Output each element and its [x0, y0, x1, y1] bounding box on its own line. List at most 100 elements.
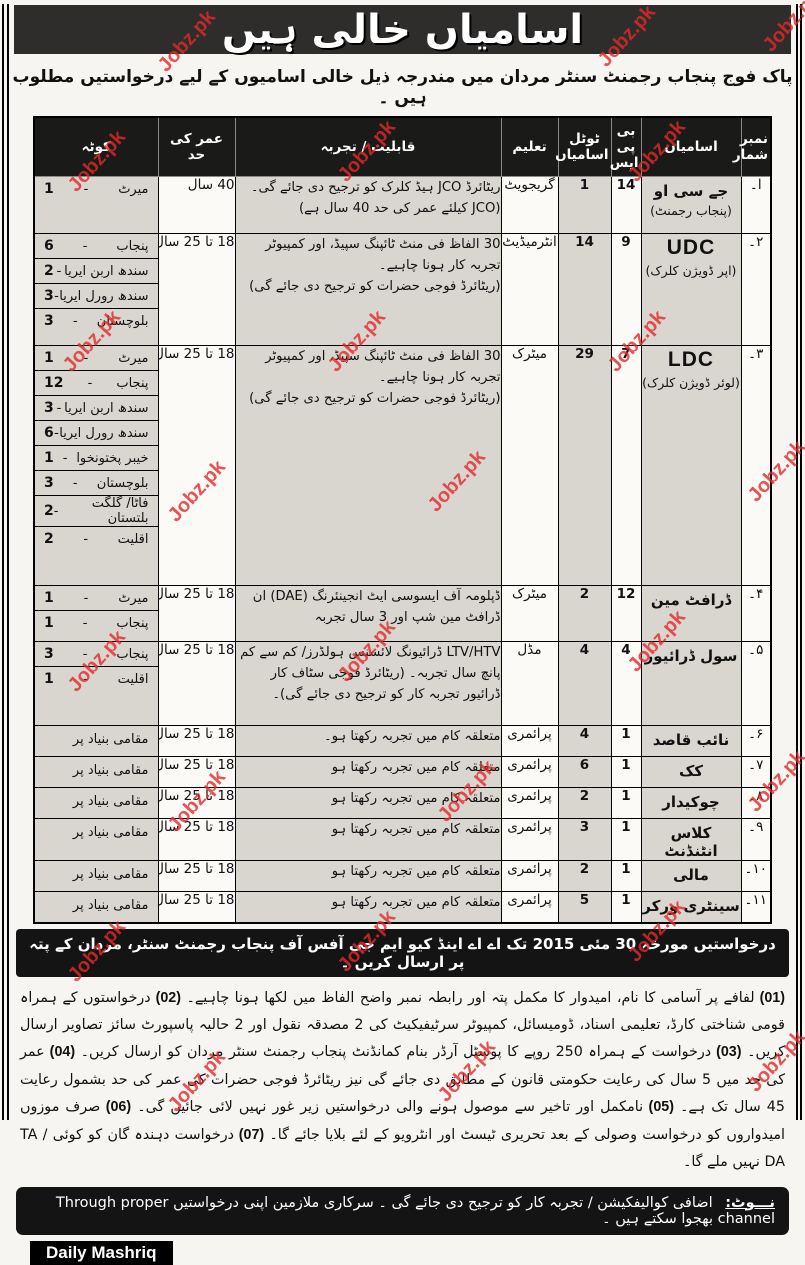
note-number: (03): [711, 1044, 742, 1061]
cell-quota: میرٹ -1 پنجاب -12 سندھ اربن ایریا -3 سندھ رورل…: [33, 345, 159, 586]
qualification-line: متعلقہ کام میں تجربہ رکھتا ہو: [331, 760, 501, 775]
cell-qualification: 30 الفاظ فی منٹ ٹائپنگ سپیڈ، اور کمپیوٹر…: [234, 345, 502, 586]
quota-region-name: پنجاب: [116, 375, 149, 391]
table-header-row: نمبر شمار اسامیاں بی پی ایس ٹوٹل اسامیاں تعل…: [33, 116, 772, 177]
quota-label: مقامی بنیاد پر: [72, 732, 149, 747]
quota-item: میرٹ - 1: [35, 178, 157, 202]
qualification-line: 30 الفاظ فی منٹ ٹائپنگ سپیڈ، اور کمپیوٹر…: [265, 349, 501, 386]
quota-list: پنجاب -6 سندھ اربن ایریا -2 سندھ رورل ایریا -…: [35, 235, 157, 334]
cell-education: پرائمری: [500, 756, 559, 788]
quota-label: مقامی بنیاد پر: [72, 867, 149, 882]
quota-item: پنجاب - 1: [35, 611, 157, 635]
quota-dash: -: [83, 531, 89, 547]
cell-education: پرائمری: [500, 891, 559, 923]
quota-value: 2: [44, 263, 54, 279]
cell-bps: 4: [610, 641, 642, 726]
quota-value: 12: [44, 375, 64, 391]
cell-serial: ۸۔: [740, 787, 772, 819]
column-header-qualification: قابلیت / تجربہ: [234, 116, 502, 177]
cell-quota: مقامی بنیاد پر: [33, 725, 159, 757]
cell-serial: ۱۱۔: [740, 891, 772, 923]
note-bar-label: نـــوٹ:: [725, 1194, 775, 1211]
quota-item: اقلیت - 1: [35, 667, 157, 691]
table-body: ا۔ جے سی او (پنجاب رجمنٹ) 14 1 گریجویٹ ریٹائرڈ…: [33, 176, 772, 923]
cell-position: کک: [640, 756, 742, 788]
quota-region-name: بلوچستان: [96, 475, 149, 491]
quota-item: سندھ رورل ایریا -6: [35, 421, 157, 446]
position-name: چوکیدار: [662, 793, 720, 811]
cell-quota: مقامی بنیاد پر: [33, 891, 159, 923]
position-subtitle: (لوئر ڈویژن کلرک): [642, 375, 740, 390]
deadline-bar: درخواستیں مورخہ 30 مئی 2015 تک اے اے این…: [16, 928, 789, 977]
quota-label: مقامی بنیاد پر: [72, 794, 149, 809]
table-row: ۹۔ کلاس انٹنڈنٹ 1 3 پرائمری متعلقہ کام میں تج…: [33, 818, 772, 861]
cell-position: سول ڈرائیور: [640, 641, 742, 726]
column-header-position: اسامیاں: [640, 116, 742, 177]
quota-value: 1: [44, 350, 54, 366]
quota-value: 6: [44, 238, 54, 254]
table-head: نمبر شمار اسامیاں بی پی ایس ٹوٹل اسامیاں تعل…: [33, 116, 772, 177]
quota-label: مقامی بنیاد پر: [72, 825, 149, 840]
quota-region-name: اقلیت: [117, 531, 149, 547]
cell-quota: مقامی بنیاد پر: [33, 860, 159, 892]
quota-list: میرٹ - 1 پنجاب - 1: [35, 587, 157, 636]
note-number: (01): [754, 989, 785, 1006]
column-header-quota: کوٹہ: [33, 116, 159, 177]
note-number: (02): [150, 989, 182, 1006]
quota-dash: -: [53, 503, 59, 519]
position-name: کلاس انٹنڈنٹ: [664, 824, 718, 860]
note-number: (04): [44, 1044, 76, 1061]
cell-age-limit: 18 تا 25 سال: [157, 233, 236, 346]
position-name: سول ڈرائیور: [644, 647, 738, 665]
cell-education: میٹرک: [500, 585, 559, 642]
page-frame-border: [2, 4, 802, 1120]
table-row: ۲۔ UDC (اپر ڈویژن کلرک) 9 14 انٹرمیڈیٹ 30 الفا…: [33, 233, 772, 346]
cell-qualification: متعلقہ کام میں تجربہ رکھتا ہو: [234, 756, 502, 788]
quota-dash: -: [72, 475, 78, 491]
quota-dash: -: [54, 425, 59, 441]
quota-list: پنجاب - 3 اقلیت - 1: [35, 643, 157, 692]
quota-dash: -: [82, 646, 88, 662]
cell-age-limit: 18 تا 25 سال: [157, 818, 236, 861]
column-header-total: ٹوٹل اسامیاں: [555, 116, 612, 177]
quota-value: 1: [44, 590, 54, 606]
note-number: (05): [643, 1099, 674, 1116]
quota-dash: -: [83, 590, 89, 606]
note-text: لفافے پر آسامی کا نام، امیدوار کا مکمل پ…: [181, 989, 755, 1006]
note-text: نامکمل اور تاخیر سے موصول ہونے والی درخو…: [131, 1099, 644, 1116]
quota-value: 3: [44, 646, 54, 662]
quota-dash: -: [83, 181, 89, 197]
cell-serial: ۴۔: [740, 585, 772, 642]
cell-education: گریجویٹ: [500, 176, 559, 234]
cell-position: جے سی او (پنجاب رجمنٹ): [640, 176, 742, 234]
quota-item: سندھ اربن ایریا -3: [35, 396, 157, 421]
cell-position: سینٹری ورکر: [640, 891, 742, 923]
quota-value: 1: [44, 181, 54, 197]
column-header-bps: بی پی ایس: [610, 116, 642, 177]
quota-dash: -: [83, 350, 89, 366]
cell-bps: 1: [610, 818, 642, 861]
cell-education: پرائمری: [500, 787, 559, 819]
cell-education: انٹرمیڈیٹ: [500, 233, 559, 346]
quota-value: 2: [44, 503, 54, 519]
note-text: درخواستوں کے ہمراہ قومی شناختی کارڈ، تعل…: [20, 989, 786, 1061]
cell-bps: 1: [610, 756, 642, 788]
cell-quota: میرٹ - 1 پنجاب - 1: [33, 585, 159, 642]
cell-total-vacancies: 29: [557, 345, 612, 586]
cell-total-vacancies: 1: [557, 176, 612, 234]
cell-position: LDC (لوئر ڈویژن کلرک): [640, 345, 742, 586]
cell-serial: ۷۔: [740, 756, 772, 788]
position-name: UDC: [666, 236, 716, 259]
qualification-line: LTV/HTV ڈرائیونگ لائسنس ہولڈرز/ کم سے کم…: [240, 645, 501, 703]
quota-item: پنجاب - 6: [35, 235, 157, 259]
position-name: LDC: [667, 348, 715, 371]
quota-region-name: میرٹ: [118, 181, 149, 197]
cell-bps: 1: [610, 787, 642, 819]
quota-region-name: سندھ رورل ایریا: [59, 288, 149, 304]
cell-qualification: ریٹائرڈ JCO ہیڈ کلرک کو ترجیح دی جائے گی…: [234, 176, 502, 234]
position-name: نائب قاصد: [652, 731, 730, 749]
qualification-line: ریٹائرڈ JCO ہیڈ کلرک کو ترجیح دی جائے گی…: [250, 180, 501, 195]
cell-bps: 1: [610, 891, 642, 923]
cell-age-limit: 18 تا 25 سال: [157, 860, 236, 892]
table-row: ۱۱۔ سینٹری ورکر 1 5 پرائمری متعلقہ کام میں تج…: [33, 891, 772, 923]
